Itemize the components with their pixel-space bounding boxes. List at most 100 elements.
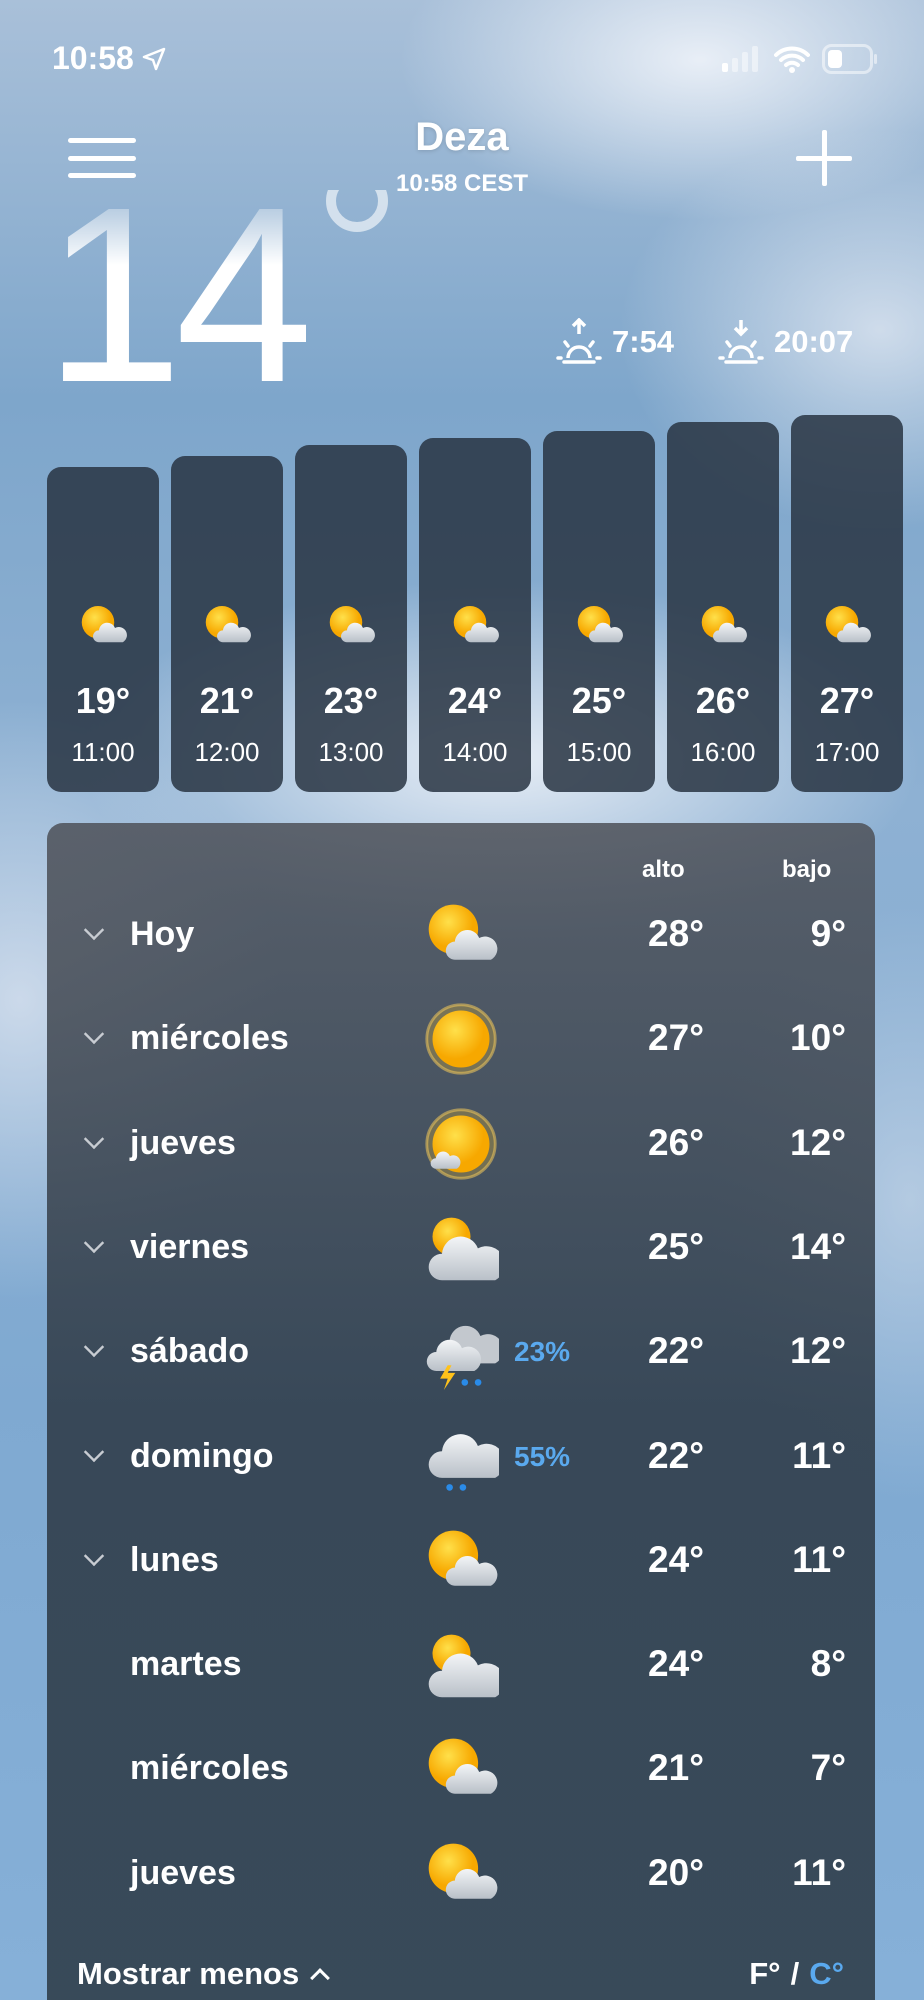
sunset: 20:07	[718, 318, 853, 366]
chevron-down-icon[interactable]	[83, 1232, 105, 1254]
partly-cloudy-icon	[428, 1530, 498, 1586]
high-temp: 22°	[648, 1330, 704, 1372]
status-time: 10:58	[52, 40, 166, 77]
chevron-down-icon[interactable]	[83, 1545, 105, 1566]
low-temp: 10°	[790, 1017, 846, 1059]
low-temp: 12°	[790, 1121, 846, 1163]
hourly-temp: 19°	[75, 680, 131, 721]
weather-icon	[423, 1001, 499, 1082]
partly-cloudy-icon	[577, 606, 623, 643]
sunny-small-cloud-icon	[425, 1107, 497, 1180]
hourly-time: 14:00	[442, 737, 508, 767]
plus-icon[interactable]	[796, 130, 852, 186]
hamburger-menu-icon[interactable]	[68, 138, 136, 178]
hourly-card[interactable]: 19° 11:00	[47, 467, 159, 792]
day-name: viernes	[130, 1227, 250, 1266]
hourly-card[interactable]: 27° 17:00	[791, 415, 903, 792]
hourly-card[interactable]: 23° 13:00	[295, 445, 407, 792]
day-name: lunes	[130, 1540, 219, 1579]
chevron-down-icon[interactable]	[83, 1024, 105, 1045]
high-temp: 27°	[648, 1017, 704, 1059]
weather-icon	[450, 601, 500, 656]
weather-icon	[78, 601, 128, 656]
high-temp: 26°	[648, 1121, 704, 1163]
weather-icon	[423, 1627, 505, 1708]
hourly-card[interactable]: 24° 14:00	[419, 438, 531, 792]
hourly-temp: 24°	[447, 680, 503, 721]
day-name: miércoles	[130, 1019, 289, 1058]
chevron-down-icon[interactable]	[83, 1441, 105, 1462]
city-name: Deza	[415, 115, 509, 159]
daily-row[interactable]: miércoles 27° 10°	[47, 999, 875, 1079]
sunrise: 7:54	[556, 318, 674, 366]
partly-cloudy-icon	[428, 1843, 498, 1899]
daily-row[interactable]: viernes 25° 14°	[47, 1208, 875, 1288]
hourly-card[interactable]: 25° 15:00	[543, 431, 655, 792]
weather-icon	[326, 601, 376, 656]
chevron-down-icon[interactable]	[83, 919, 105, 941]
weather-icon	[698, 601, 748, 656]
hourly-temp: 27°	[819, 680, 875, 721]
location-arrow-icon	[142, 47, 166, 70]
daily-row[interactable]: jueves 26° 12°	[47, 1104, 875, 1184]
hourly-time: 12:00	[194, 737, 260, 767]
daily-row[interactable]: lunes 24° 11°	[47, 1521, 875, 1601]
unit-fahrenheit[interactable]: F°	[749, 1956, 781, 1991]
partly-cloudy-icon	[329, 606, 375, 643]
low-temp: 9°	[810, 913, 846, 954]
partly-cloudy-icon	[81, 606, 127, 643]
partly-cloudy-icon	[825, 606, 871, 643]
hourly-time: 17:00	[814, 737, 880, 767]
high-temp: 24°	[648, 1643, 704, 1685]
hourly-time: 11:00	[71, 737, 135, 767]
day-name: sábado	[130, 1332, 250, 1371]
show-less-label: Mostrar menos	[77, 1956, 300, 1991]
cellular-signal-icon	[722, 46, 758, 72]
chevron-up-icon	[310, 1968, 331, 1988]
partly-cloudy-icon	[205, 606, 251, 643]
rain-icon	[428, 1433, 505, 1491]
current-temperature: 14	[44, 155, 314, 434]
chevron-down-icon[interactable]	[83, 1128, 105, 1149]
daily-row[interactable]: sábado 23% 22° 12°	[47, 1312, 875, 1392]
hourly-time: 15:00	[566, 737, 632, 767]
weather-icon	[423, 1523, 499, 1604]
hourly-time: 13:00	[318, 737, 384, 767]
day-name: domingo	[130, 1436, 274, 1475]
low-temp: 11°	[792, 1538, 846, 1580]
low-temp: 8°	[810, 1643, 846, 1685]
hourly-temp: 23°	[323, 680, 379, 721]
chevron-down-icon[interactable]	[83, 1337, 105, 1358]
unit-separator: /	[790, 1956, 800, 1991]
show-less-button[interactable]: Mostrar menos	[77, 1956, 331, 1992]
sunset-icon	[718, 320, 764, 364]
sunrise-icon	[556, 318, 602, 364]
daily-row: miércoles 21° 7°	[47, 1729, 875, 1809]
mostly-cloudy-icon	[428, 1217, 505, 1281]
unit-celsius[interactable]: C°	[809, 1956, 844, 1991]
low-temp: 11°	[792, 1434, 846, 1476]
sunny-icon	[425, 1003, 497, 1075]
precip-chance: 23%	[514, 1336, 571, 1368]
unit-toggle[interactable]: F° / C°	[749, 1956, 844, 1992]
hourly-card[interactable]: 21° 12:00	[171, 456, 283, 792]
low-temp: 7°	[810, 1747, 846, 1789]
hourly-temp: 25°	[571, 680, 627, 721]
partly-cloudy-icon	[428, 904, 498, 960]
weather-icon	[423, 1106, 499, 1187]
hourly-time: 16:00	[690, 737, 756, 767]
wifi-icon	[774, 46, 810, 73]
weather-icon	[423, 1419, 505, 1500]
battery-icon	[822, 44, 877, 74]
city-local-time: 10:58 CEST	[395, 170, 529, 197]
low-temp: 11°	[792, 1851, 846, 1893]
precip-chance: 55%	[514, 1440, 571, 1472]
day-name: martes	[130, 1645, 242, 1684]
hourly-card[interactable]: 26° 16:00	[667, 422, 779, 792]
daily-row[interactable]: domingo 55% 22° 11°	[47, 1417, 875, 1497]
daily-row[interactable]: Hoy 28° 9°	[47, 895, 875, 975]
high-temp: 22°	[648, 1434, 704, 1476]
daily-row: martes 24° 8°	[47, 1625, 875, 1705]
high-temp: 28°	[648, 913, 704, 954]
high-temp: 24°	[648, 1538, 704, 1580]
